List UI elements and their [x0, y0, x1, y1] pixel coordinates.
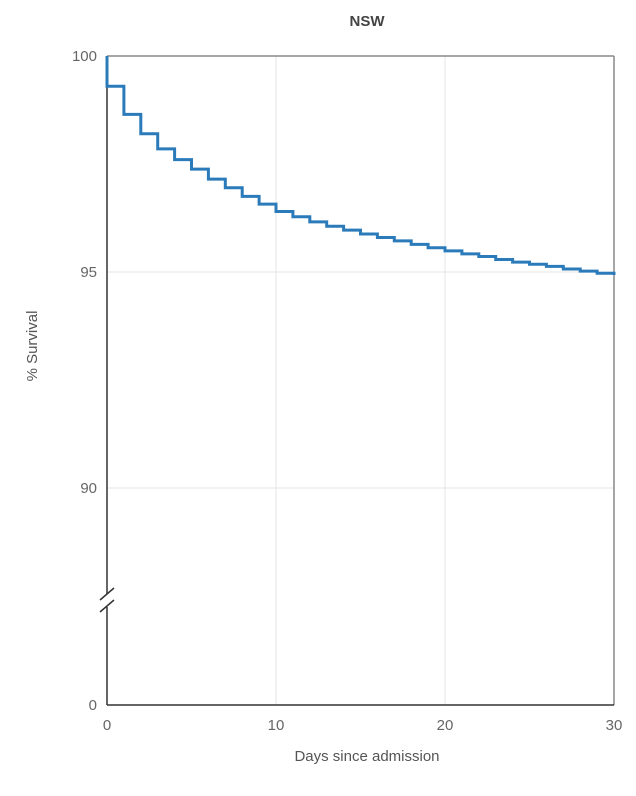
y-tick-label: 95 [80, 264, 97, 281]
x-axis-label: Days since admission [294, 748, 439, 765]
y-tick-label: 0 [89, 697, 97, 714]
x-tick-label: 10 [268, 717, 285, 734]
x-tick-label: 30 [606, 717, 623, 734]
tick-labels: 0 10 20 30 0 90 95 100 [72, 48, 622, 734]
x-tick-label: 0 [103, 717, 111, 734]
y-tick-label: 90 [80, 480, 97, 497]
survival-step-line [105, 56, 616, 276]
x-tick-label: 20 [437, 717, 454, 734]
axis-break-mark [99, 587, 115, 601]
chart-title: NSW [350, 13, 386, 30]
y-tick-label: 100 [72, 48, 97, 65]
axis-break-mark [99, 599, 115, 613]
y-axis-label: % Survival [24, 311, 41, 382]
axes [99, 55, 615, 706]
series-layer [105, 56, 616, 276]
gridlines [107, 56, 614, 705]
